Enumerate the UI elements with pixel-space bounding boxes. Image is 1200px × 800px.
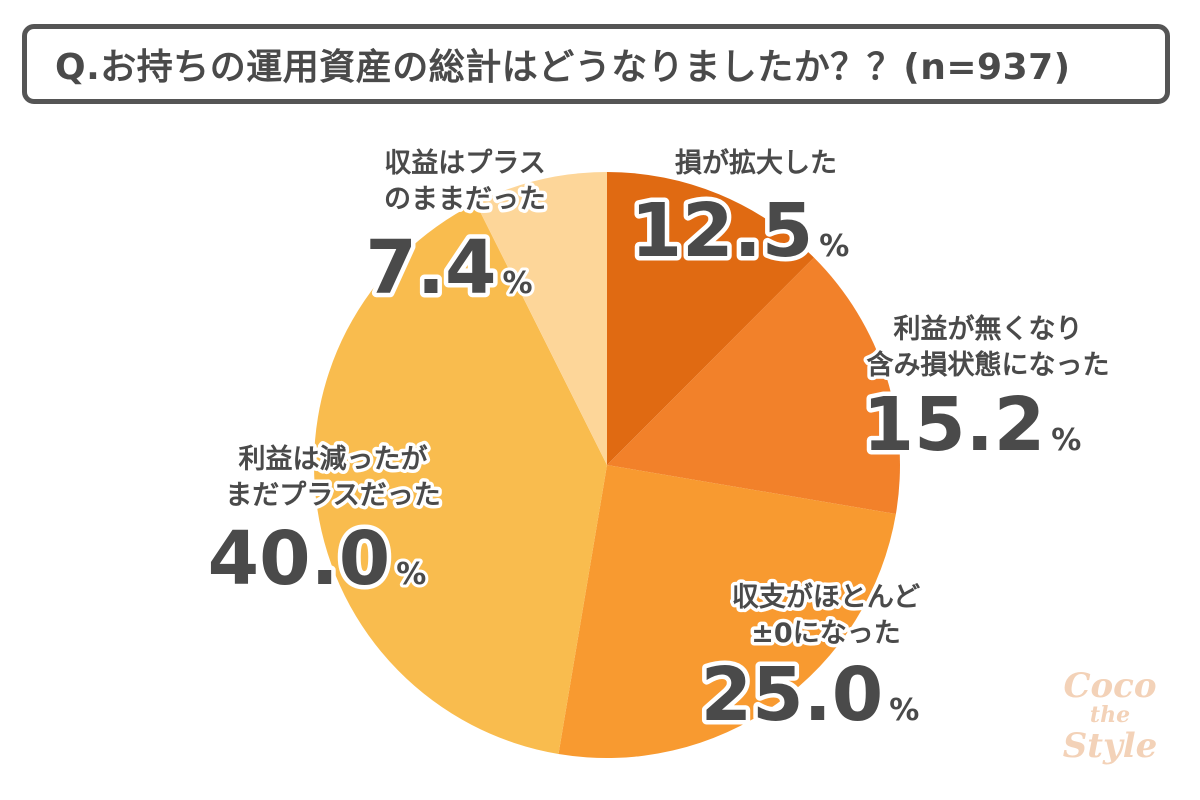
slice-label-2-line-2: 含み損状態になった — [867, 349, 1110, 381]
slice-percent-sign-5: % — [503, 266, 533, 301]
slice-percent-sign-4: % — [396, 557, 426, 592]
pie-slice-4 — [313, 203, 607, 754]
slice-label-5-line-2: のままだった — [384, 184, 546, 215]
question-title: Q.お持ちの運用資産の総計はどうなりましたか？？(n=937) — [55, 47, 1071, 88]
pie-slice-5 — [475, 172, 607, 465]
coco-the-style-watermark: Coco the Style — [1040, 660, 1180, 780]
slice-label-2-line-1: 利益が無くなり — [894, 313, 1083, 345]
pie-slice-2 — [607, 257, 901, 514]
pie-slice-3 — [558, 465, 896, 759]
slice-percent-sign-3: % — [889, 693, 919, 728]
slice-percent-sign-2: % — [1051, 423, 1081, 458]
question-title-box: Q.お持ちの運用資産の総計はどうなりましたか？？(n=937) — [22, 24, 1170, 104]
watermark-line-3: Style — [1062, 726, 1158, 766]
pie-slices — [313, 172, 901, 759]
slice-label-4-line-1: 利益は減ったが — [239, 443, 428, 475]
watermark-line-1: Coco — [1063, 666, 1157, 706]
slice-label-5-line-1: 収益はプラス — [384, 148, 545, 179]
slice-value-2: 15.2% — [863, 382, 1082, 468]
slice-value-4: 40.0% — [208, 516, 427, 602]
watermark-line-2: the — [1089, 702, 1131, 728]
slice-value-5: 7.4% — [365, 225, 532, 311]
slice-label-1-line-1: 損が拡大した — [675, 147, 837, 179]
slice-value-1: 12.5% — [631, 188, 850, 274]
slice-percent-sign-1: % — [819, 229, 849, 264]
slice-value-3: 25.0% — [701, 652, 920, 738]
slice-label-3-line-2: ±0になった — [751, 618, 900, 649]
slice-label-4-line-2: まだプラスだった — [225, 480, 440, 511]
pie-slice-1 — [607, 172, 815, 465]
slice-label-3-line-1: 収支がほとんど — [732, 581, 920, 613]
